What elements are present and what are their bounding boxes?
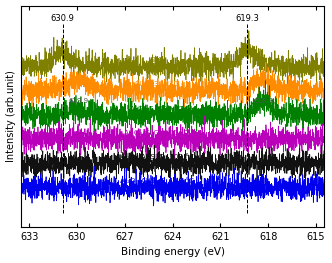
- Text: 619.3: 619.3: [235, 14, 259, 23]
- Text: Al₂O₃/SLG, 300 °C: Al₂O₃/SLG, 300 °C: [124, 129, 189, 136]
- Text: 629.9: 629.9: [68, 98, 89, 104]
- Text: SLG, 300 °C: SLG, 300 °C: [135, 81, 178, 87]
- Text: Al₂O₃/Al/SLG, 300 °C: Al₂O₃/Al/SLG, 300 °C: [120, 153, 194, 160]
- Text: Al₂O₃/Al/SLG, 100 °C: Al₂O₃/Al/SLG, 100 °C: [120, 178, 194, 184]
- X-axis label: Binding energy (eV): Binding energy (eV): [121, 247, 224, 257]
- Text: 618.3: 618.3: [253, 98, 274, 104]
- Text: SLG: SLG: [149, 57, 164, 63]
- Text: 630.9: 630.9: [50, 14, 74, 23]
- Text: Al/SLG, 300 °C: Al/SLG, 300 °C: [130, 105, 183, 112]
- Y-axis label: Intensity (arb.unit): Intensity (arb.unit): [6, 70, 16, 162]
